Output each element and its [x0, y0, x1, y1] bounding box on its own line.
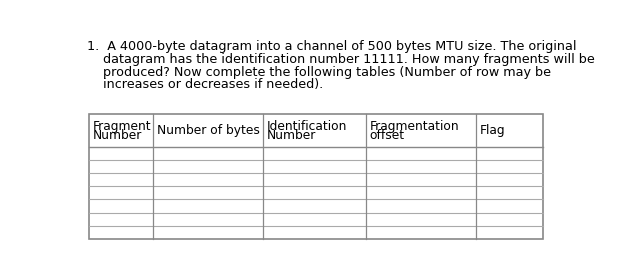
Text: Number: Number — [93, 129, 143, 142]
Text: Number: Number — [267, 129, 317, 142]
Text: Fragmentation: Fragmentation — [370, 120, 459, 133]
Text: Identification: Identification — [267, 120, 348, 133]
Text: datagram has the identification number 11111. How many fragments will be: datagram has the identification number 1… — [87, 53, 595, 66]
Text: Number of bytes: Number of bytes — [157, 124, 260, 137]
Text: Flag: Flag — [480, 124, 505, 137]
Text: produced? Now complete the following tables (Number of row may be: produced? Now complete the following tab… — [87, 66, 551, 79]
Text: Fragment: Fragment — [93, 120, 152, 133]
Text: increases or decreases if needed).: increases or decreases if needed). — [87, 78, 323, 91]
Text: 1.  A 4000-byte datagram into a channel of 500 bytes MTU size. The original: 1. A 4000-byte datagram into a channel o… — [87, 40, 577, 53]
Text: offset: offset — [370, 129, 405, 142]
